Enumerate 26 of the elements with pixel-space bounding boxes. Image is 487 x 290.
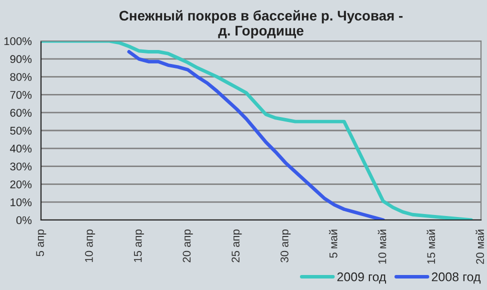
y-tick-label: 50%: [10, 126, 32, 135]
y-tick-label: 20%: [10, 180, 32, 188]
x-tick-label: 20 апр: [182, 229, 193, 262]
y-tick-label: 30%: [10, 162, 32, 170]
y-tick-label: 40%: [10, 144, 32, 153]
x-tick-label: 25 апр: [232, 229, 242, 262]
line-series: [127, 50, 385, 220]
x-tick-label: 10 май: [378, 230, 386, 264]
x-tick-label: 5 апр: [36, 229, 46, 256]
x-tick-label: 30 апр: [280, 229, 291, 262]
y-tick-label: 80%: [10, 73, 32, 81]
legend-label: 2008 год: [432, 272, 481, 284]
legend-label: 2009 год: [337, 272, 386, 284]
y-tick-label: 10%: [10, 198, 32, 206]
y-tick-label: 0%: [16, 216, 32, 224]
chart-title: Снежный покров в бассейне р. Чусовая - д. Городище: [119, 10, 403, 38]
y-tick-label: 70%: [10, 90, 32, 99]
x-tick-label: 15 апр: [134, 229, 144, 262]
y-tick-label: 100%: [4, 37, 32, 46]
y-tick-label: 90%: [10, 55, 32, 64]
x-tick-label: 5 май: [328, 230, 338, 258]
x-tick-label: 20 май: [476, 230, 484, 264]
line-series: [41, 41, 473, 220]
y-tick-label: 60%: [10, 108, 32, 117]
x-tick-label: 15 май: [426, 230, 436, 264]
x-tick-label: 10 апр: [85, 229, 96, 262]
